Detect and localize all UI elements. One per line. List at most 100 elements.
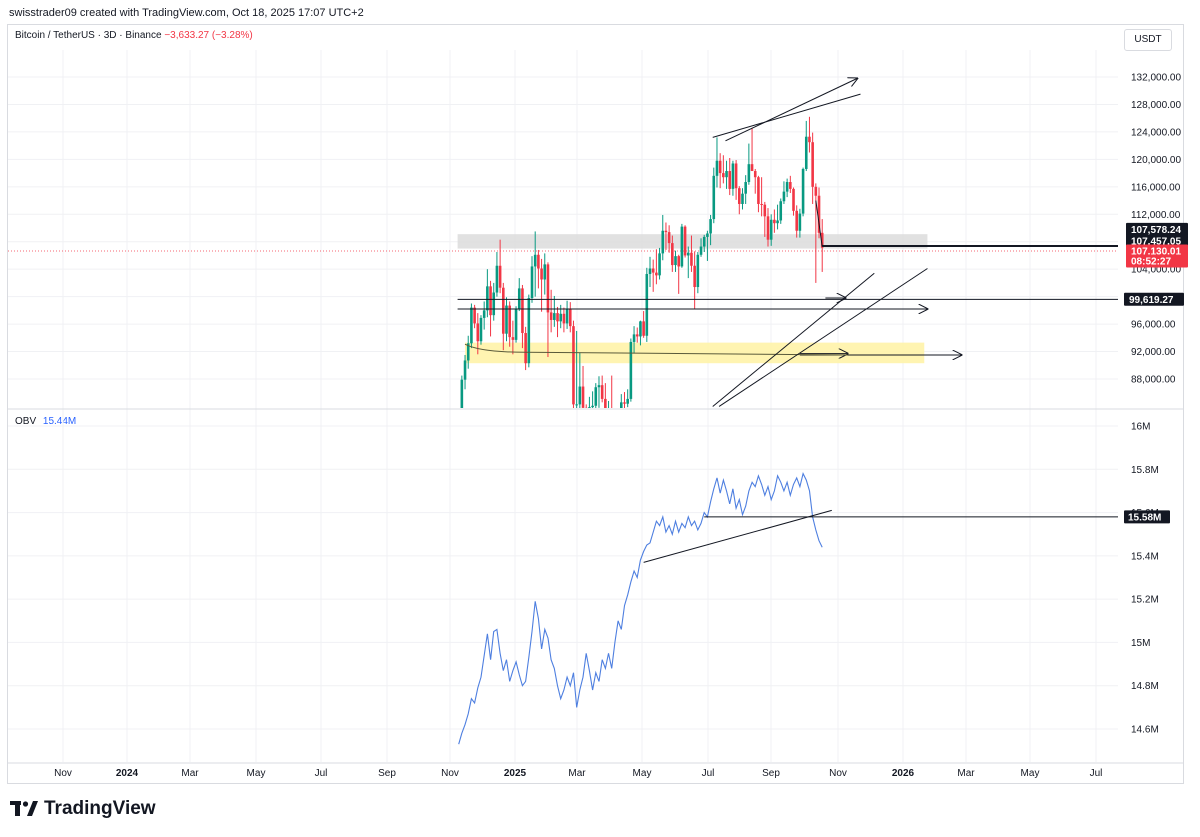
price-tick-label: 104,000.00 xyxy=(1131,265,1181,276)
time-tick-label: Nov xyxy=(54,768,72,779)
symbol-legend: Bitcoin / TetherUS · 3D · Binance −3,633… xyxy=(15,30,253,41)
candle-body xyxy=(482,310,486,318)
time-tick-label: 2024 xyxy=(116,768,139,779)
candle-body xyxy=(620,402,623,408)
candle-body xyxy=(556,313,559,322)
obv-value: 15.44M xyxy=(42,416,77,427)
candle-body xyxy=(642,321,645,336)
price-tick-label: 128,000.00 xyxy=(1131,100,1181,111)
candle-body xyxy=(795,210,798,231)
chart-frame xyxy=(7,24,1184,784)
candle-body xyxy=(537,254,540,269)
obv-label[interactable]: OBV xyxy=(15,416,37,427)
candle-body xyxy=(671,243,674,266)
obv-tick-label: 15.2M xyxy=(1131,595,1159,606)
candle-body xyxy=(785,182,789,192)
candle-body xyxy=(664,230,668,233)
candle-body xyxy=(594,387,598,406)
candle-body xyxy=(782,191,786,202)
yellow-curve-line xyxy=(464,343,848,356)
candle-body xyxy=(588,407,591,408)
price-tick-label: 96,000.00 xyxy=(1131,320,1176,331)
candle-body xyxy=(718,160,722,174)
obv-current-label: 15.58M xyxy=(1128,512,1161,523)
tradingview-logo-icon xyxy=(10,801,38,817)
candle-body xyxy=(489,286,492,316)
candle-body xyxy=(667,232,671,244)
price-label-text: 99,619.27 xyxy=(1129,295,1174,306)
candle-body xyxy=(699,246,703,255)
candle-body xyxy=(562,313,566,324)
candle-body xyxy=(811,142,814,187)
time-tick-label: Sep xyxy=(762,768,780,779)
candle-body xyxy=(734,163,738,189)
obv-tick-label: 15.8M xyxy=(1131,465,1159,476)
candle-body xyxy=(808,136,811,143)
candle-body xyxy=(792,188,795,211)
candle-body xyxy=(572,326,575,405)
candle-body xyxy=(747,164,751,183)
candle-body xyxy=(553,313,556,320)
price-label-box xyxy=(1126,254,1188,268)
candle-body xyxy=(578,386,582,405)
time-tick-label: May xyxy=(633,768,652,779)
candle-body xyxy=(584,407,588,408)
time-tick-label: Mar xyxy=(957,768,975,779)
candle-body xyxy=(728,171,732,189)
candle-body xyxy=(722,173,725,178)
candle-body xyxy=(626,398,629,404)
time-tick-label: Nov xyxy=(829,768,847,779)
top-trendline-upper-arrow xyxy=(725,78,857,142)
candle-body xyxy=(617,417,620,437)
time-tick-label: May xyxy=(247,768,266,779)
candle-body xyxy=(495,265,499,293)
candle-body xyxy=(817,195,821,233)
candle-body xyxy=(674,256,677,266)
candle-body xyxy=(731,163,735,189)
obv-tick-label: 15M xyxy=(1131,638,1150,649)
candle-body xyxy=(597,385,601,388)
obv-current-label-box xyxy=(1124,510,1170,524)
candle-body xyxy=(645,273,649,336)
candle-body xyxy=(565,308,569,324)
candle-body xyxy=(568,308,572,327)
candle-body xyxy=(632,334,636,342)
candle-body xyxy=(466,343,470,361)
time-tick-label: Jul xyxy=(315,768,328,779)
candle-body xyxy=(629,341,633,399)
candle-body xyxy=(693,265,696,288)
candle-body xyxy=(575,404,578,406)
candle-body xyxy=(527,298,531,364)
brand-name: TradingView xyxy=(44,798,156,819)
candle-body xyxy=(623,402,626,404)
candle-body xyxy=(651,268,655,273)
candle-body xyxy=(549,312,553,320)
candle-body xyxy=(763,204,767,217)
candle-body xyxy=(559,313,563,322)
candle-body xyxy=(741,193,744,204)
currency-button[interactable]: USDT xyxy=(1124,29,1172,51)
symbol-name[interactable]: Bitcoin / TetherUS · 3D · Binance xyxy=(15,30,162,41)
candle-body xyxy=(776,220,779,224)
candle-body xyxy=(600,385,604,399)
candle-body xyxy=(463,360,467,380)
candle-body xyxy=(789,182,792,189)
price-tick-label: 112,000.00 xyxy=(1131,210,1181,221)
time-tick-label: 2026 xyxy=(892,768,915,779)
candle-body xyxy=(581,386,585,408)
candle-body xyxy=(614,437,617,453)
candle-body xyxy=(702,236,706,247)
price-label-text: 08:52:27 xyxy=(1131,256,1171,267)
price-label-box xyxy=(1126,222,1188,236)
candle-body xyxy=(524,333,527,364)
candle-body xyxy=(498,265,502,288)
candle-body xyxy=(473,307,476,324)
candle-body xyxy=(683,226,687,256)
time-tick-label: Mar xyxy=(568,768,586,779)
obv-line xyxy=(458,472,823,745)
obv-axis: 16M15.8M15.6M15.4M15.2M15M14.8M14.6M15.5… xyxy=(1124,422,1170,736)
time-axis: Nov 2024 Mar May Jul Sep Nov 2025 Mar May Jul Sep No… xyxy=(54,768,1102,779)
time-tick-label: Jul xyxy=(702,768,715,779)
candle-body xyxy=(744,182,747,194)
